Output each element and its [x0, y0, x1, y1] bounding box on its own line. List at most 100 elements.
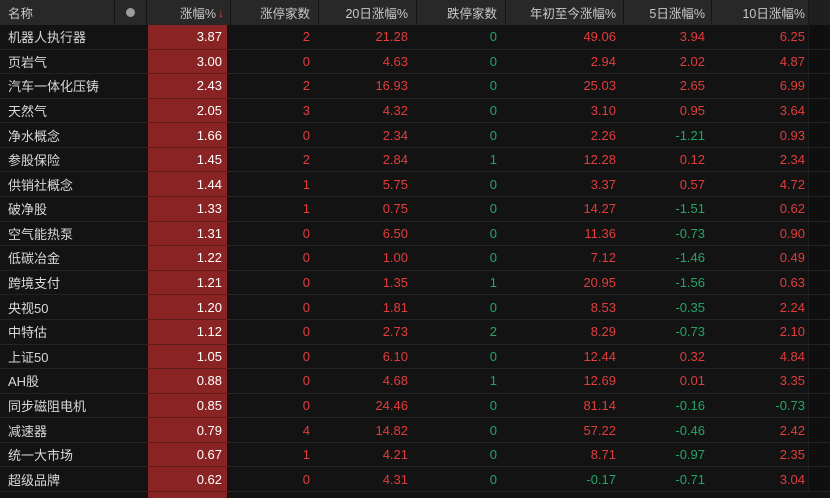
d20-change-value: 6.50: [318, 222, 416, 247]
table-row[interactable]: 央视50 1.20 0 1.81 0 8.53 -0.35 2.24: [0, 295, 830, 320]
d5-change-value: -1.21: [623, 123, 711, 148]
table-row[interactable]: 统一大市场 0.67 1 4.21 0 8.71 -0.97 2.35: [0, 442, 830, 468]
column-header-change[interactable]: 涨幅% ↓: [146, 0, 230, 25]
table-row[interactable]: 低碳冶金 1.22 0 1.00 0 7.12 -1.46 0.49: [0, 246, 830, 271]
column-header-20d-change[interactable]: 20日涨幅%: [318, 0, 416, 25]
change-heat-bar: [148, 319, 227, 344]
right-gutter: [808, 246, 830, 271]
change-value: 0.62: [196, 471, 222, 487]
change-heat-bar: [148, 467, 227, 491]
change-cell: 0.62: [146, 467, 230, 492]
change-heat-bar: [148, 25, 227, 49]
limit-down-count-value: 1: [416, 148, 505, 173]
ytd-change-value: -0.17: [505, 467, 623, 492]
sector-name-label: 上证50: [0, 345, 114, 370]
table-row[interactable]: 跨境支付 1.21 0 1.35 1 20.95 -1.56 0.63: [0, 270, 830, 296]
change-cell: 1.44: [146, 172, 230, 198]
change-cell: 1.66: [146, 123, 230, 148]
change-value: 1.12: [196, 324, 222, 340]
d10-change-value: 2.24: [711, 295, 808, 320]
d20-change-value: 4.68: [318, 369, 416, 394]
d5-change-value: -0.35: [623, 295, 711, 320]
right-gutter: [808, 172, 830, 198]
d20-change-value: 2.34: [318, 123, 416, 148]
limit-up-count-value: 1: [230, 443, 318, 468]
d20-change-value: 4.31: [318, 467, 416, 492]
d5-change-value: 0.32: [623, 345, 711, 370]
table-row[interactable]: 空气能热泵 1.31 0 6.50 0 11.36 -0.73 0.90: [0, 221, 830, 247]
sector-name-label: AH股: [0, 369, 114, 394]
d5-change-value: 3.94: [623, 25, 711, 50]
change-cell: 1.33: [146, 197, 230, 222]
d5-change-value: -1.51: [623, 197, 711, 222]
change-heat-bar: [148, 123, 227, 147]
right-gutter: [808, 319, 830, 345]
column-header-name[interactable]: 名称: [8, 7, 34, 21]
indicator-cell: [114, 99, 146, 124]
sector-name-label: 减速器: [0, 418, 114, 443]
table-row[interactable]: 天然气 2.05 3 4.32 0 3.10 0.95 3.64: [0, 98, 830, 124]
d10-change-value: 4.72: [711, 172, 808, 198]
change-cell: 3.00: [146, 49, 230, 75]
column-header-5d-change[interactable]: 5日涨幅%: [623, 0, 711, 25]
table-row[interactable]: 上证50 1.05 0 6.10 0 12.44 0.32 4.84: [0, 344, 830, 370]
d20-change-value: 1.81: [318, 295, 416, 320]
column-header-indicator[interactable]: [114, 0, 146, 25]
d10-change-value: 4.84: [711, 345, 808, 370]
table-row[interactable]: 净水概念 1.66 0 2.34 0 2.26 -1.21 0.93: [0, 123, 830, 148]
change-value: 2.05: [196, 103, 222, 119]
right-gutter: [808, 25, 830, 50]
change-cell: 1.12: [146, 319, 230, 345]
right-gutter: [808, 49, 830, 75]
change-heat-bar: [148, 246, 227, 270]
indicator-cell: [114, 467, 146, 492]
d10-change-value: 2.35: [711, 443, 808, 468]
limit-up-count-value: 1: [230, 197, 318, 222]
change-value: 0.85: [196, 397, 222, 413]
d20-change-value: 1.35: [318, 271, 416, 296]
change-heat-bar: [148, 197, 227, 221]
column-header-ytd-change[interactable]: 年初至今涨幅%: [505, 0, 623, 25]
table-row[interactable]: 超级品牌 0.62 0 4.31 0 -0.17 -0.71 3.04: [0, 467, 830, 492]
limit-up-count-value: 2: [230, 25, 318, 50]
sector-name-label: 跨境支付: [0, 271, 114, 296]
d10-change-value: 0.93: [711, 123, 808, 148]
indicator-cell: [114, 295, 146, 320]
d10-change-value: 6.99: [711, 74, 808, 99]
table-row[interactable]: 中特估 1.12 0 2.73 2 8.29 -0.73 2.10: [0, 319, 830, 345]
clipped-next-row: [0, 491, 830, 498]
ytd-change-value: 8.53: [505, 295, 623, 320]
d10-change-value: 3.04: [711, 467, 808, 492]
change-value: 3.87: [196, 29, 222, 45]
change-value: 1.44: [196, 176, 222, 192]
ytd-change-value: 3.10: [505, 99, 623, 124]
column-header-limit-down-count[interactable]: 跌停家数: [416, 0, 505, 25]
indicator-cell: [114, 320, 146, 345]
d5-change-value: 0.12: [623, 148, 711, 173]
column-header-limit-up-count[interactable]: 涨停家数: [230, 0, 318, 25]
d5-change-value: -0.46: [623, 418, 711, 443]
table-row[interactable]: 汽车一体化压铸 2.43 2 16.93 0 25.03 2.65 6.99: [0, 74, 830, 99]
table-row[interactable]: 同步磁阻电机 0.85 0 24.46 0 81.14 -0.16 -0.73: [0, 393, 830, 419]
right-gutter: [808, 74, 830, 99]
change-value: 1.20: [196, 299, 222, 315]
indicator-cell: [114, 172, 146, 198]
table-row[interactable]: 机器人执行器 3.87 2 21.28 0 49.06 3.94 6.25: [0, 25, 830, 50]
limit-down-count-value: 0: [416, 197, 505, 222]
indicator-cell: [114, 418, 146, 443]
d10-change-value: 0.63: [711, 271, 808, 296]
table-row[interactable]: AH股 0.88 0 4.68 1 12.69 0.01 3.35: [0, 369, 830, 394]
sector-name-label: 机器人执行器: [0, 25, 114, 50]
table-row[interactable]: 破净股 1.33 1 0.75 0 14.27 -1.51 0.62: [0, 197, 830, 222]
column-header-10d-change[interactable]: 10日涨幅%: [711, 0, 808, 25]
table-row[interactable]: 减速器 0.79 4 14.82 0 57.22 -0.46 2.42: [0, 418, 830, 443]
column-header-change-label: 涨幅%: [179, 7, 216, 21]
change-heat-bar: [148, 491, 227, 498]
table-row[interactable]: 参股保险 1.45 2 2.84 1 12.28 0.12 2.34: [0, 147, 830, 173]
limit-up-count-value: 0: [230, 222, 318, 247]
table-row[interactable]: 页岩气 3.00 0 4.63 0 2.94 2.02 4.87: [0, 49, 830, 75]
right-gutter: [808, 295, 830, 320]
sector-name-label: 超级品牌: [0, 467, 114, 492]
table-row[interactable]: 供销社概念 1.44 1 5.75 0 3.37 0.57 4.72: [0, 172, 830, 198]
